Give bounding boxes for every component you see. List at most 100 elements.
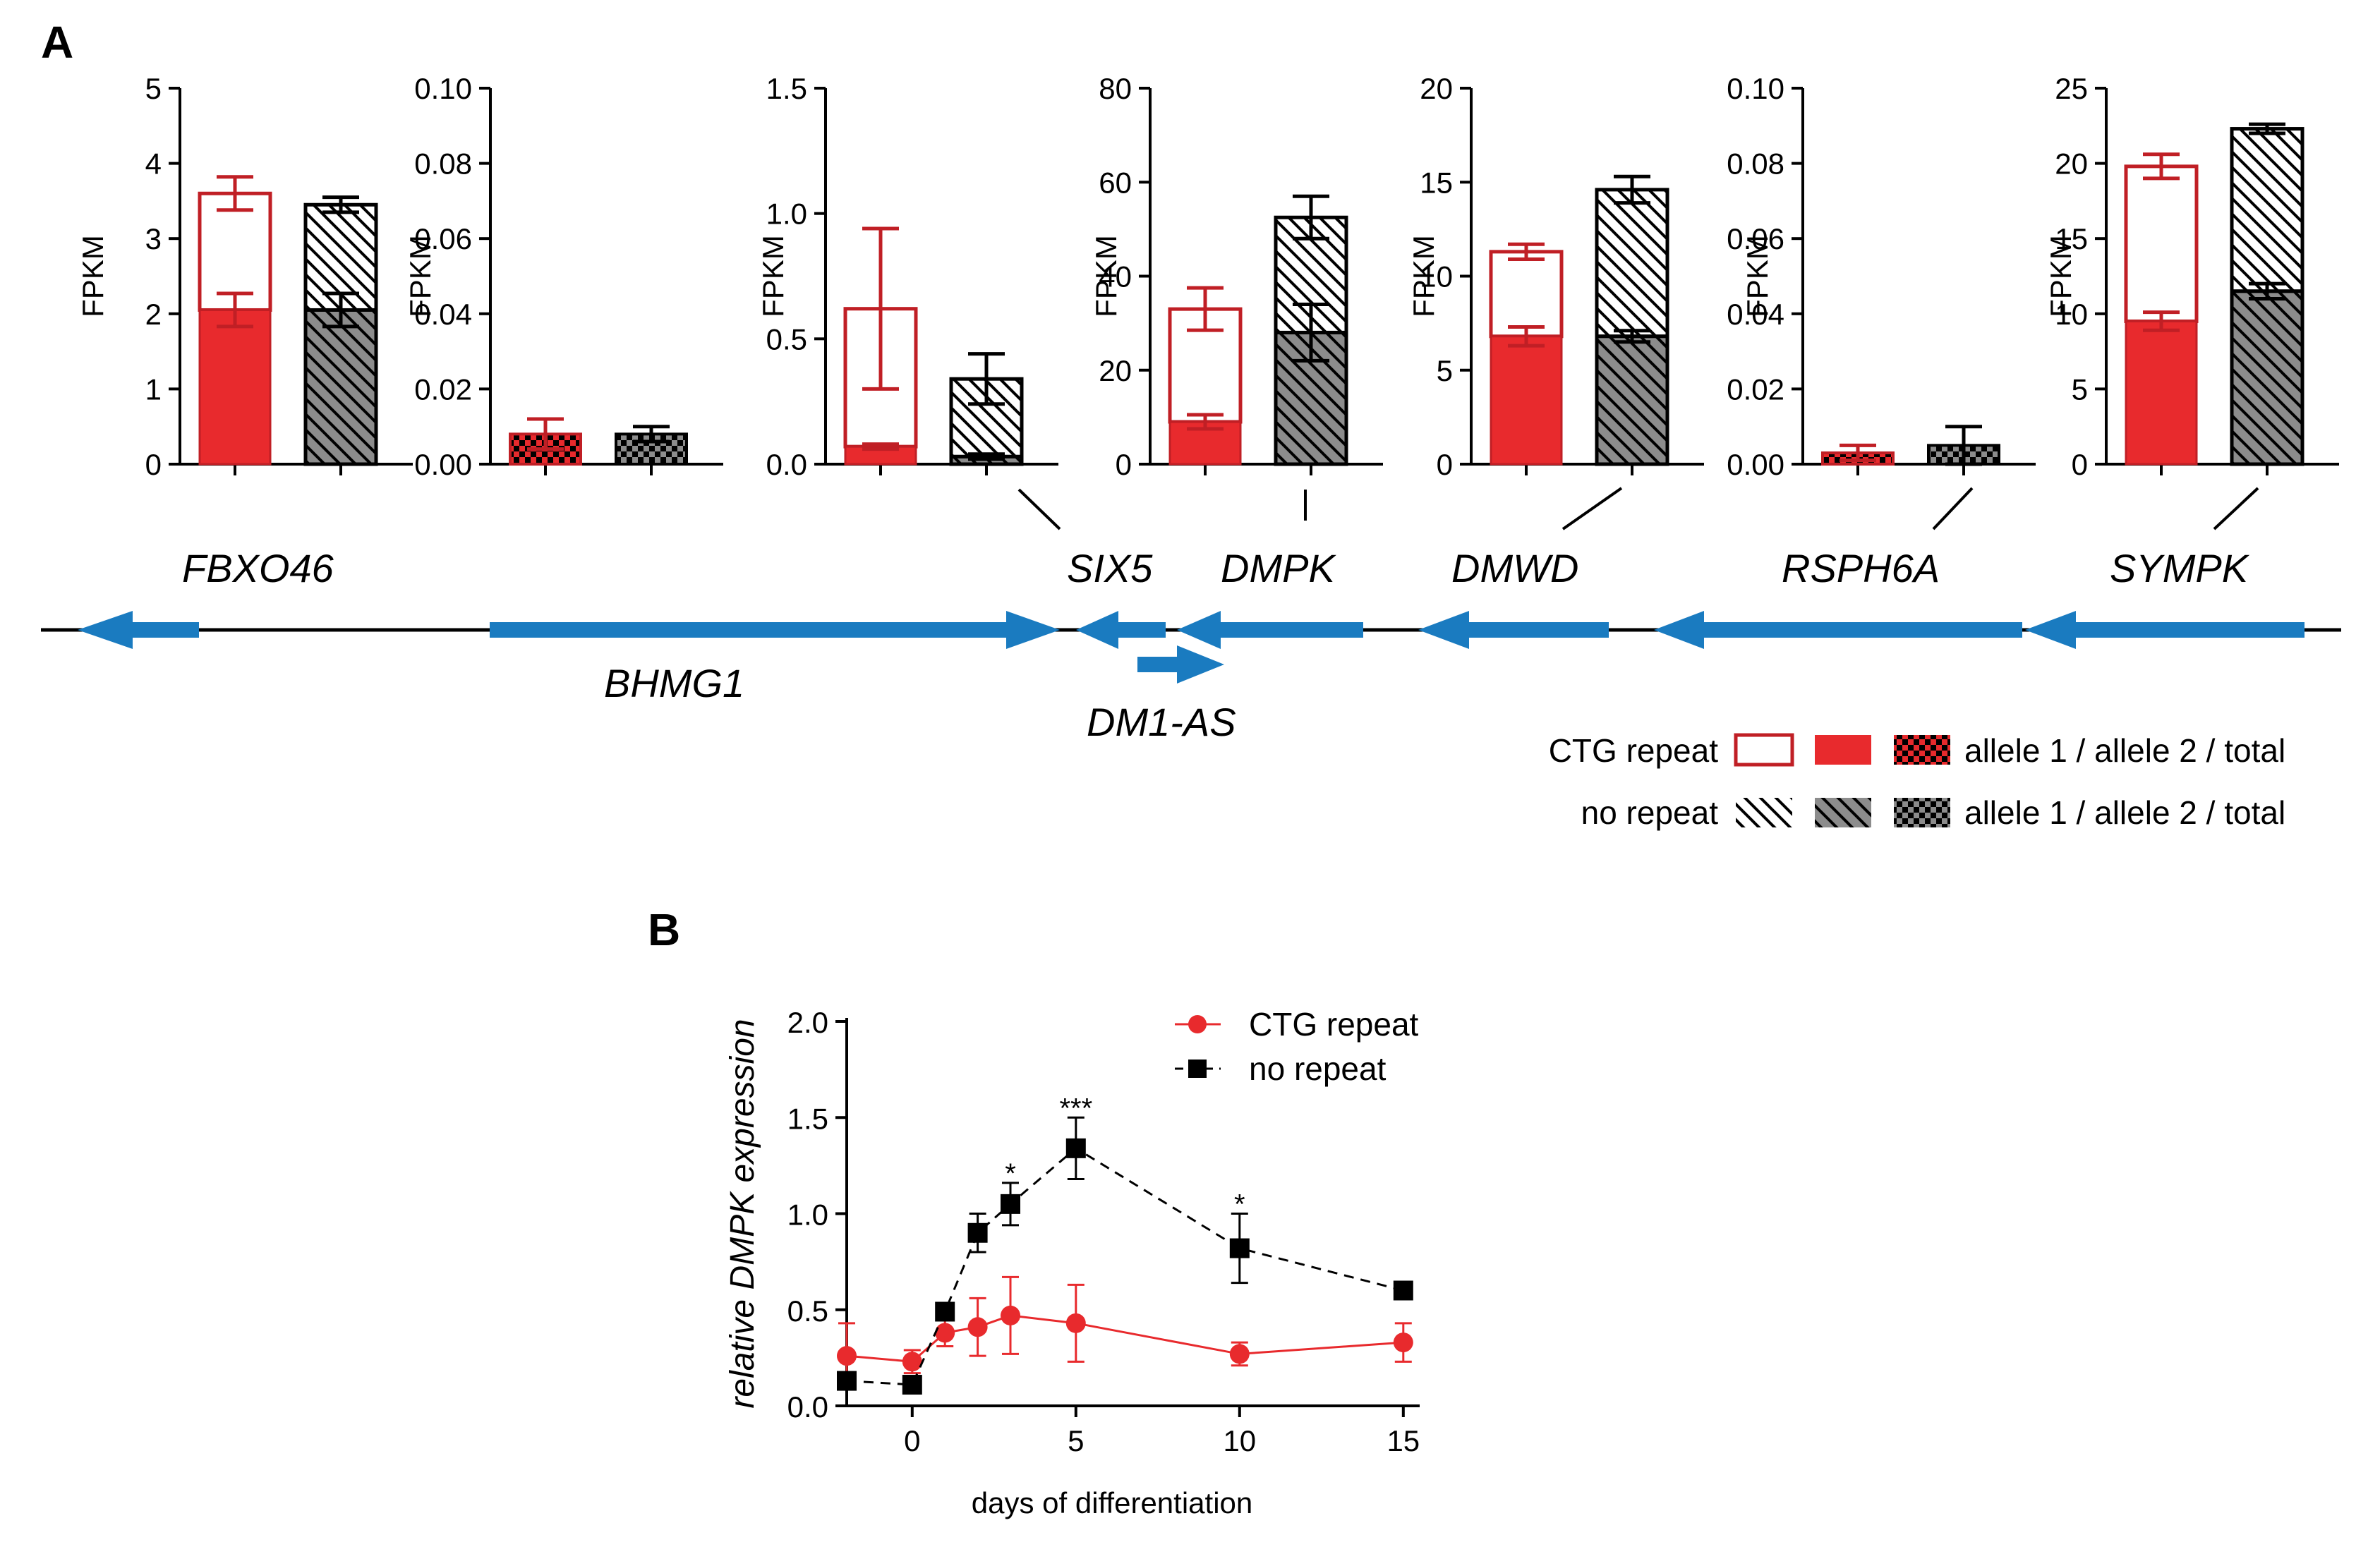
y-tick-label: 15 <box>2055 222 2088 255</box>
gene-arrow-rsph6a <box>1654 611 2022 649</box>
series-ctg-repeat <box>837 1275 1413 1390</box>
legend-swatch-ctg-allele1 <box>1734 733 1794 767</box>
gene-label-fbxo46: FBXO46 <box>182 546 334 590</box>
fpkm-plot-dmwd: 0 5 10 15 20 FPKM <box>1407 72 1704 481</box>
data-point <box>1393 1280 1413 1301</box>
connector-rsph6a <box>1932 487 1974 530</box>
gene-label-six5: SIX5 <box>1067 546 1153 590</box>
y-tick-label: 0.02 <box>414 372 472 406</box>
y-tick-label: 0.04 <box>414 298 472 331</box>
y-tick-label: 0.08 <box>1727 147 1784 181</box>
data-point <box>837 1346 857 1366</box>
legend-row-label-norep: no repeat <box>1581 794 1719 831</box>
bar-norep-allele2 <box>2230 289 2305 466</box>
data-point <box>1065 1138 1086 1158</box>
x-tick-label: 15 <box>1387 1424 1420 1457</box>
fpkm-plot-bhmg1: 0.00 0.02 0.04 0.06 0.08 0.10 FPKM <box>404 72 723 481</box>
y-tick-label: 4 <box>145 147 162 181</box>
legend-swatch-norep-allele1 <box>1736 798 1792 827</box>
y-tick-label: 0.0 <box>766 448 807 481</box>
y-tick-label: 5 <box>2072 372 2088 406</box>
y-tick-label: 0.02 <box>1727 372 1784 406</box>
y-axis-title: FPKM <box>2044 235 2077 317</box>
y-tick-label: 1.5 <box>766 72 807 105</box>
y-tick-label: 0.06 <box>414 222 472 255</box>
data-point <box>837 1371 857 1391</box>
panel-a-bar-plots: 012345FPKM0.000.020.040.060.080.10FPKM0.… <box>76 72 2339 481</box>
bar-norep-allele1 <box>2230 127 2305 293</box>
x-tick-label: 0 <box>904 1424 920 1457</box>
legend-swatch-norep-allele2 <box>1815 798 1871 827</box>
gene-label-dm1-as: DM1-AS <box>1087 700 1236 744</box>
y-tick-label: 3 <box>145 222 162 255</box>
legend-label-ctg: CTG repeat <box>1249 1006 1419 1043</box>
y-axis-title: FPKM <box>404 235 437 317</box>
data-point <box>1229 1238 1250 1258</box>
connector-dmwd <box>1562 487 1623 530</box>
y-tick-label: 0.00 <box>414 448 472 481</box>
y-tick-label: 0.10 <box>414 72 472 105</box>
gene-label-dmwd: DMWD <box>1451 546 1578 590</box>
y-axis-title: FPKM <box>76 235 109 317</box>
gene-label-bhmg1: BHMG1 <box>604 661 744 705</box>
gene-arrow-fbxo46 <box>78 611 199 649</box>
data-point <box>1393 1332 1413 1353</box>
data-point <box>1229 1344 1250 1364</box>
x-tick-label: 5 <box>1068 1424 1084 1457</box>
significance-mark: * <box>1005 1158 1016 1189</box>
gene-track: FBXO46 BHMG1 SIX5 DM1-AS DMPK DMWD RSPH6… <box>41 487 2341 744</box>
y-axis-title: FPKM <box>1407 235 1440 317</box>
data-point <box>902 1375 922 1395</box>
panel-label-a: A <box>41 17 73 68</box>
y-tick-label: 1 <box>145 372 162 406</box>
fpkm-plot-six5: 0.0 0.5 1.0 1.5 FPKM <box>756 72 1058 481</box>
y-tick-label: 20 <box>1099 354 1132 387</box>
y-tick-label: 20 <box>2055 147 2088 181</box>
y-tick-label: 40 <box>1099 260 1132 293</box>
bar-norep-allele1 <box>1595 188 1669 339</box>
y-tick-label: 80 <box>1099 72 1132 105</box>
y-tick-label: 0.5 <box>766 322 807 356</box>
connector-six5 <box>1017 488 1061 530</box>
y-tick-label: 60 <box>1099 166 1132 199</box>
y-tick-label: 1.5 <box>787 1102 828 1135</box>
gene-arrow-bhmg1 <box>490 611 1060 649</box>
legend-label-norep: no repeat <box>1249 1050 1387 1087</box>
y-tick-label: 10 <box>1420 260 1453 293</box>
fpkm-plot-fbxo46: 0 1 2 3 4 5 FPKM <box>76 72 413 481</box>
data-point <box>967 1317 988 1337</box>
bar-norep-allele2 <box>303 308 378 466</box>
y-tick-label: 1.0 <box>787 1198 828 1232</box>
y-tick-label: 0 <box>1116 448 1132 481</box>
significance-mark: *** <box>1059 1093 1092 1124</box>
significance-mark: * <box>1234 1189 1245 1220</box>
y-tick-label: 25 <box>2055 72 2088 105</box>
y-tick-label: 0 <box>1437 448 1453 481</box>
bar-ctg-allele2 <box>198 308 272 466</box>
gene-arrow-six5 <box>1076 611 1166 649</box>
gene-label-rsph6a: RSPH6A <box>1782 546 1940 590</box>
legend-swatch-norep-total <box>1894 798 1950 827</box>
y-tick-label: 10 <box>2055 298 2088 331</box>
y-axis-title: FPKM <box>1741 235 1774 317</box>
gene-arrow-sympk <box>2025 611 2305 649</box>
panel-b-legend: CTG repeat no repeat <box>1175 1006 1419 1087</box>
y-tick-label: 5 <box>145 72 162 105</box>
data-point <box>935 1323 955 1343</box>
y-tick-label: 0.04 <box>1727 298 1784 331</box>
fpkm-plot-sympk: 0 5 10 15 20 25 FPKM <box>2044 72 2339 481</box>
gene-arrow-dmpk <box>1177 611 1363 649</box>
y-tick-label: 2 <box>145 298 162 331</box>
fpkm-plot-dmpk: 0 20 40 60 80 FPKM <box>1089 72 1383 481</box>
bar-norep-allele2 <box>1595 334 1669 466</box>
x-axis-title: days of differentiation <box>972 1486 1253 1519</box>
gene-arrow-dm1-as <box>1137 645 1224 684</box>
y-tick-label: 0 <box>2072 448 2088 481</box>
legend-marker-ctg <box>1188 1015 1207 1033</box>
bar-ctg-allele1 <box>1489 250 1564 339</box>
y-tick-label: 0.08 <box>414 147 472 181</box>
data-point <box>967 1222 988 1243</box>
bar-ctg-allele2 <box>2125 320 2198 466</box>
x-tick-label: 10 <box>1223 1424 1256 1457</box>
y-axis-title: FPKM <box>756 235 790 317</box>
